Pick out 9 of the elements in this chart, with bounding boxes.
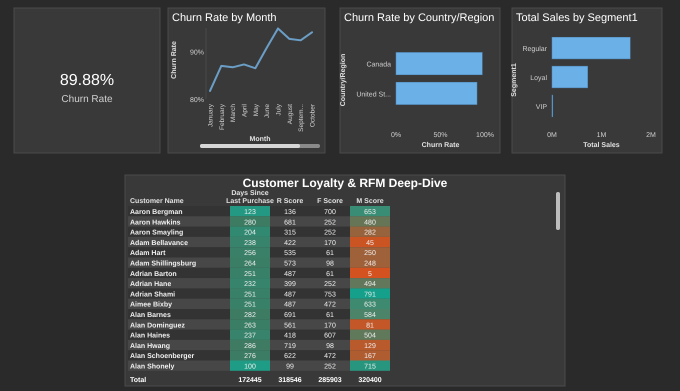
bar <box>552 66 588 88</box>
text: Churn Rate <box>61 94 114 105</box>
chart-title: Total Sales by Segment1 <box>516 12 638 24</box>
chart-title: Customer Loyalty & RFM Deep-Dive <box>242 176 448 190</box>
text: 89.88% <box>60 72 114 89</box>
line-series <box>209 27 313 92</box>
chart-title: Churn Rate by Country/Region <box>344 12 494 24</box>
bar <box>552 36 630 60</box>
chart-title: Churn Rate by Month <box>172 12 277 24</box>
